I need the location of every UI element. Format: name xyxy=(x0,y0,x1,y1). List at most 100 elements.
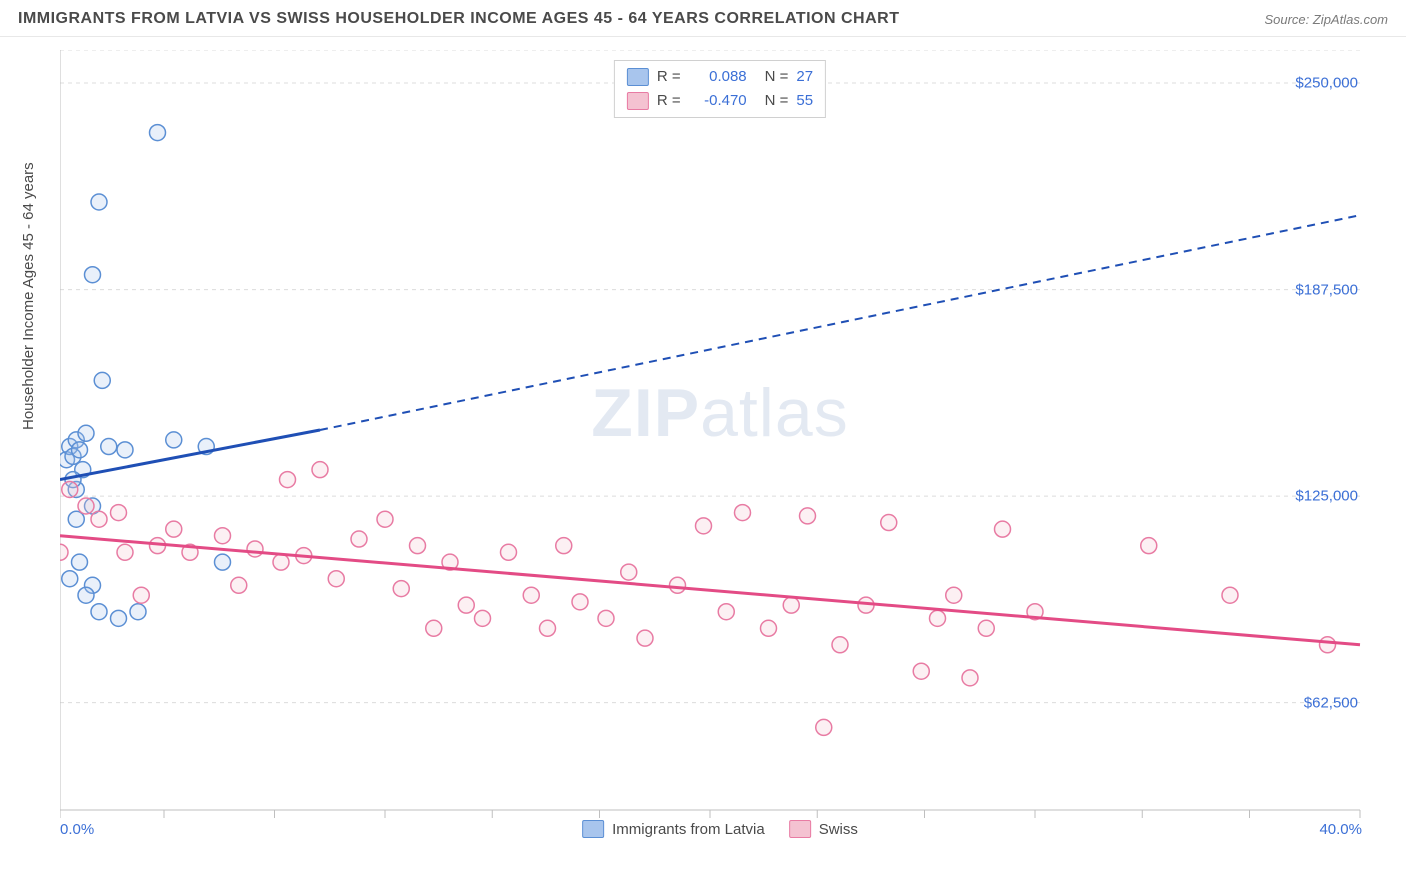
correlation-legend-row: R = -0.470 N = 55 xyxy=(627,89,813,113)
data-point xyxy=(72,554,88,570)
data-point xyxy=(117,442,133,458)
data-point xyxy=(60,544,68,560)
chart-area: ZIPatlas R =0.088N =27R =-0.470N =55 0.0… xyxy=(60,50,1380,840)
data-point xyxy=(621,564,637,580)
data-point xyxy=(280,472,296,488)
data-point xyxy=(85,267,101,283)
data-point xyxy=(117,544,133,560)
r-value: 0.088 xyxy=(689,65,747,89)
series-legend-item: Swiss xyxy=(789,820,858,838)
data-point xyxy=(91,604,107,620)
correlation-legend: R = 0.088 N = 27 R = -0.470 N = 55 xyxy=(614,60,826,118)
legend-swatch xyxy=(582,820,604,838)
legend-swatch xyxy=(789,820,811,838)
data-point xyxy=(913,663,929,679)
trend-line-extrapolation xyxy=(320,215,1360,430)
data-point xyxy=(426,620,442,636)
data-point xyxy=(598,610,614,626)
data-point xyxy=(130,604,146,620)
data-point xyxy=(62,481,78,497)
data-point xyxy=(523,587,539,603)
data-point xyxy=(540,620,556,636)
data-point xyxy=(572,594,588,610)
data-point xyxy=(215,528,231,544)
n-label: N = xyxy=(765,65,789,89)
data-point xyxy=(718,604,734,620)
data-point xyxy=(816,719,832,735)
data-point xyxy=(475,610,491,626)
data-point xyxy=(351,531,367,547)
data-point xyxy=(78,425,94,441)
n-value: 27 xyxy=(796,65,813,89)
data-point xyxy=(978,620,994,636)
data-point xyxy=(91,194,107,210)
data-point xyxy=(78,587,94,603)
r-value: -0.470 xyxy=(689,89,747,113)
legend-swatch xyxy=(627,68,649,86)
data-point xyxy=(133,587,149,603)
data-point xyxy=(328,571,344,587)
data-point xyxy=(215,554,231,570)
data-point xyxy=(94,372,110,388)
r-label: R = xyxy=(657,89,681,113)
data-point xyxy=(881,515,897,531)
data-point xyxy=(556,538,572,554)
y-tick-label: $62,500 xyxy=(1304,694,1358,711)
data-point xyxy=(962,670,978,686)
source-attribution: Source: ZipAtlas.com xyxy=(1264,12,1388,27)
chart-header: IMMIGRANTS FROM LATVIA VS SWISS HOUSEHOL… xyxy=(0,0,1406,37)
legend-swatch xyxy=(627,92,649,110)
data-point xyxy=(946,587,962,603)
series-legend-label: Immigrants from Latvia xyxy=(612,821,765,838)
y-tick-label: $187,500 xyxy=(1295,281,1358,298)
data-point xyxy=(670,577,686,593)
data-point xyxy=(501,544,517,560)
x-axis-max-label: 40.0% xyxy=(1319,821,1362,838)
y-tick-label: $125,000 xyxy=(1295,488,1358,505)
x-axis-min-label: 0.0% xyxy=(60,821,94,838)
n-value: 55 xyxy=(796,89,813,113)
data-point xyxy=(62,571,78,587)
data-point xyxy=(166,432,182,448)
data-point xyxy=(1222,587,1238,603)
r-label: R = xyxy=(657,65,681,89)
correlation-legend-row: R = 0.088 N = 27 xyxy=(627,65,813,89)
data-point xyxy=(637,630,653,646)
data-point xyxy=(410,538,426,554)
data-point xyxy=(273,554,289,570)
data-point xyxy=(78,498,94,514)
series-legend-item: Immigrants from Latvia xyxy=(582,820,765,838)
trend-line xyxy=(60,430,320,480)
data-point xyxy=(247,541,263,557)
data-point xyxy=(72,442,88,458)
data-point xyxy=(166,521,182,537)
data-point xyxy=(393,581,409,597)
series-legend-label: Swiss xyxy=(819,821,858,838)
data-point xyxy=(312,462,328,478)
series-legend: Immigrants from Latvia Swiss xyxy=(582,820,858,838)
data-point xyxy=(832,637,848,653)
data-point xyxy=(783,597,799,613)
data-point xyxy=(91,511,107,527)
data-point xyxy=(735,505,751,521)
chart-title: IMMIGRANTS FROM LATVIA VS SWISS HOUSEHOL… xyxy=(18,10,899,28)
data-point xyxy=(377,511,393,527)
scatter-plot xyxy=(60,50,1380,840)
data-point xyxy=(696,518,712,534)
trend-line xyxy=(60,536,1360,645)
data-point xyxy=(761,620,777,636)
data-point xyxy=(995,521,1011,537)
data-point xyxy=(1141,538,1157,554)
y-axis-label: Householder Income Ages 45 - 64 years xyxy=(20,162,37,430)
n-label: N = xyxy=(765,89,789,113)
data-point xyxy=(231,577,247,593)
data-point xyxy=(111,505,127,521)
data-point xyxy=(150,125,166,141)
y-tick-label: $250,000 xyxy=(1295,75,1358,92)
data-point xyxy=(111,610,127,626)
data-point xyxy=(1320,637,1336,653)
data-point xyxy=(930,610,946,626)
data-point xyxy=(458,597,474,613)
data-point xyxy=(800,508,816,524)
data-point xyxy=(101,439,117,455)
